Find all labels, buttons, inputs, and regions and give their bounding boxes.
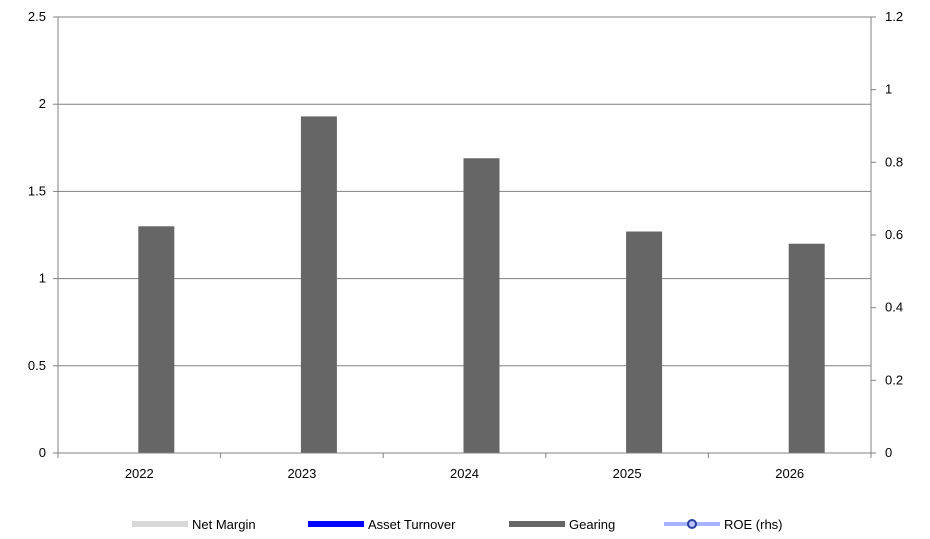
x-tick-label: 2026 — [775, 466, 804, 481]
legend: Net Margin Asset Turnover Gearing ROE (r… — [0, 512, 930, 536]
y-tick-label: 1.5 — [28, 183, 46, 198]
right-axis-ticks: 0 0.2 0.4 0.6 0.8 1 1.2 — [871, 9, 903, 460]
y2-tick-label: 0.2 — [885, 372, 903, 387]
x-tick-label: 2022 — [125, 466, 154, 481]
bar-gearing — [300, 116, 337, 454]
bar-gearing — [626, 231, 663, 453]
legend-item-gearing: Gearing — [509, 512, 615, 536]
y-tick-label: 2 — [39, 96, 46, 111]
asset-turnover-swatch — [308, 521, 364, 527]
y2-tick-label: 0.6 — [885, 227, 903, 242]
x-tick-label: 2024 — [450, 466, 479, 481]
y2-tick-label: 0.8 — [885, 154, 903, 169]
bar-gearing — [788, 243, 825, 453]
legend-label-net-margin: Net Margin — [192, 516, 256, 532]
legend-item-asset-turnover: Asset Turnover — [308, 512, 455, 536]
left-axis-ticks: 0 0.5 1 1.5 2 2.5 — [28, 9, 58, 460]
y-tick-label: 0 — [39, 445, 46, 460]
bars — [138, 116, 825, 454]
legend-label-roe: ROE (rhs) — [724, 516, 783, 532]
bar-gearing — [138, 226, 175, 453]
y-tick-label: 2.5 — [28, 9, 46, 24]
y2-tick-label: 0.4 — [885, 300, 903, 315]
x-tick-label: 2025 — [613, 466, 642, 481]
legend-item-net-margin: Net Margin — [132, 512, 256, 536]
x-tick-label: 2023 — [287, 466, 316, 481]
roe-swatch — [664, 519, 720, 529]
x-axis-ticks: 2022 2023 2024 2025 2026 — [57, 453, 872, 481]
y2-tick-label: 0 — [885, 445, 892, 460]
y2-tick-label: 1.2 — [885, 9, 903, 24]
legend-item-roe: ROE (rhs) — [664, 512, 783, 536]
y-tick-label: 1 — [39, 271, 46, 286]
roe-marker-icon — [687, 519, 697, 529]
legend-label-asset-turnover: Asset Turnover — [368, 516, 456, 532]
gearing-swatch — [509, 521, 565, 527]
y2-tick-label: 1 — [885, 82, 892, 97]
bar-gearing — [463, 158, 500, 453]
legend-label-gearing: Gearing — [569, 516, 616, 532]
y-tick-label: 0.5 — [28, 358, 46, 373]
net-margin-swatch — [132, 521, 188, 527]
